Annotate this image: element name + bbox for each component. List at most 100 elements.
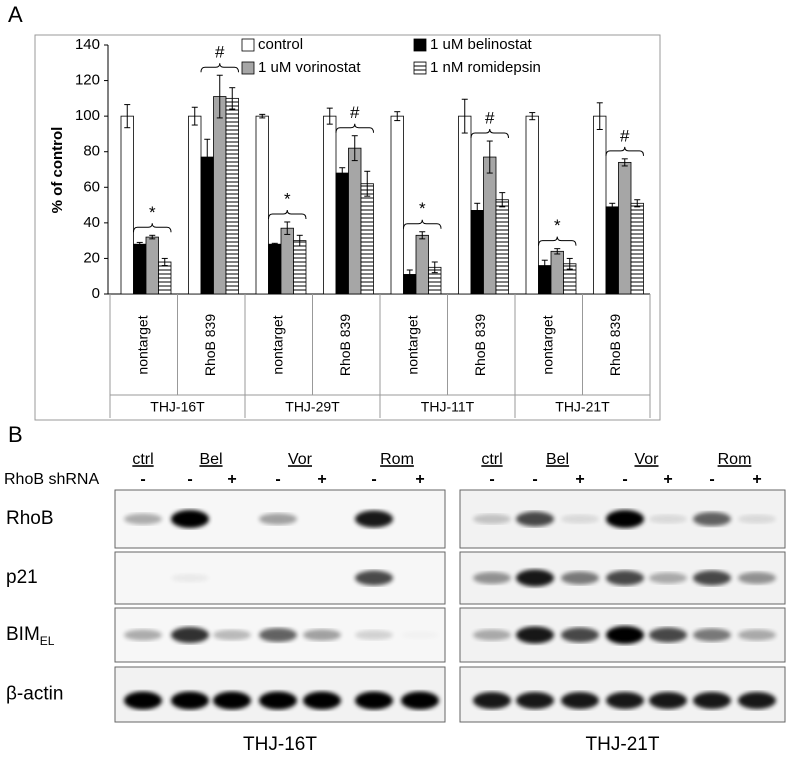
y-tick-label: 140 [75, 36, 100, 53]
bracket [470, 129, 509, 139]
panel-label: A [8, 2, 23, 27]
blot-band [561, 627, 599, 643]
row-label: p21 [6, 567, 38, 588]
bar [470, 210, 484, 295]
shrna-sign: + [227, 471, 236, 488]
bar [323, 115, 337, 295]
panel-label: B [8, 422, 23, 447]
error-bar [541, 259, 548, 272]
blot-band [124, 513, 162, 525]
chart-frame [34, 34, 661, 421]
treatment-label: Bel [199, 451, 222, 468]
treatment-label: Rom [718, 451, 752, 468]
blot-band [171, 510, 209, 528]
significance-label: * [284, 189, 291, 208]
blot-band [649, 692, 687, 709]
blot-band [171, 573, 209, 583]
x-tick-label: RhoB 839 [607, 314, 623, 376]
error-bar [406, 269, 413, 280]
blot-band [303, 629, 341, 641]
treatment-label: ctrl [132, 451, 153, 468]
bar [605, 206, 619, 295]
blot-band [355, 691, 393, 710]
blot-band [259, 628, 297, 642]
group-label: THJ-29T [285, 399, 340, 415]
error-bar [149, 234, 156, 240]
error-bar [529, 112, 536, 121]
shrna-label: RhoB shRNA [4, 471, 99, 488]
bar [213, 96, 227, 295]
legend-swatch [413, 61, 427, 75]
x-tick-label: nontarget [134, 315, 150, 374]
shrna-sign: - [140, 471, 145, 488]
blot-band [561, 514, 599, 524]
error-bar [136, 241, 143, 247]
bar [483, 156, 497, 295]
group-label: THJ-16T [150, 399, 205, 415]
blot-band [171, 627, 209, 643]
error-bar [419, 231, 426, 240]
error-bar [351, 135, 358, 162]
blot-band [473, 514, 511, 524]
bar [618, 161, 632, 295]
row-label: RhoB [6, 508, 54, 529]
blot-band [171, 691, 209, 710]
error-bar [554, 248, 561, 255]
x-tick-label: nontarget [269, 315, 285, 374]
error-bar [461, 98, 468, 134]
blot-band [259, 691, 297, 710]
y-tick-label: 0 [92, 285, 100, 302]
blot-band [649, 514, 687, 524]
group-label: THJ-11T [421, 399, 475, 415]
bar [415, 234, 429, 295]
error-bar [191, 106, 198, 126]
treatment-label: Vor [634, 451, 659, 468]
blot-band [355, 510, 393, 528]
significance-label: * [554, 216, 561, 235]
blot-band [606, 510, 644, 528]
significance-label: # [350, 103, 360, 122]
significance-label: # [485, 109, 495, 128]
y-tick-label: 40 [83, 214, 100, 231]
bar [200, 156, 214, 295]
treatment-label: Vor [288, 451, 313, 468]
blot-band [303, 691, 341, 710]
cell-line-label: THJ-21T [586, 734, 660, 755]
blot-band [649, 572, 687, 584]
group-label: THJ-21T [555, 399, 610, 415]
bar [158, 261, 172, 295]
shrna-sign: - [622, 471, 627, 488]
blot-band [401, 691, 439, 710]
bar [225, 97, 239, 295]
y-tick-label: 20 [83, 249, 100, 266]
bar [120, 115, 134, 295]
blot-band [738, 692, 776, 709]
shrna-sign: - [187, 471, 192, 488]
blot-band [606, 692, 644, 709]
bar [593, 115, 607, 295]
blot-band [213, 691, 251, 710]
error-bar [596, 102, 603, 130]
blot-band [124, 629, 162, 641]
treatment-label: Rom [380, 451, 414, 468]
bar [630, 202, 644, 295]
legend-label: 1 uM belinostat [430, 36, 533, 53]
bar [133, 243, 147, 295]
error-bar [204, 138, 211, 176]
blot-band [561, 692, 599, 709]
error-bar [499, 192, 506, 208]
x-tick-label: nontarget [404, 315, 420, 374]
blot-band [738, 572, 776, 584]
blot-band [693, 570, 731, 586]
bracket [200, 63, 239, 73]
significance-label: # [620, 126, 630, 145]
error-bar [339, 167, 346, 179]
x-tick-label: nontarget [539, 315, 555, 374]
shrna-sign: - [371, 471, 376, 488]
error-bar [634, 199, 641, 208]
blot-band [606, 626, 644, 644]
bar [255, 115, 269, 295]
x-tick-label: RhoB 839 [337, 314, 353, 376]
blot-band [693, 692, 731, 709]
